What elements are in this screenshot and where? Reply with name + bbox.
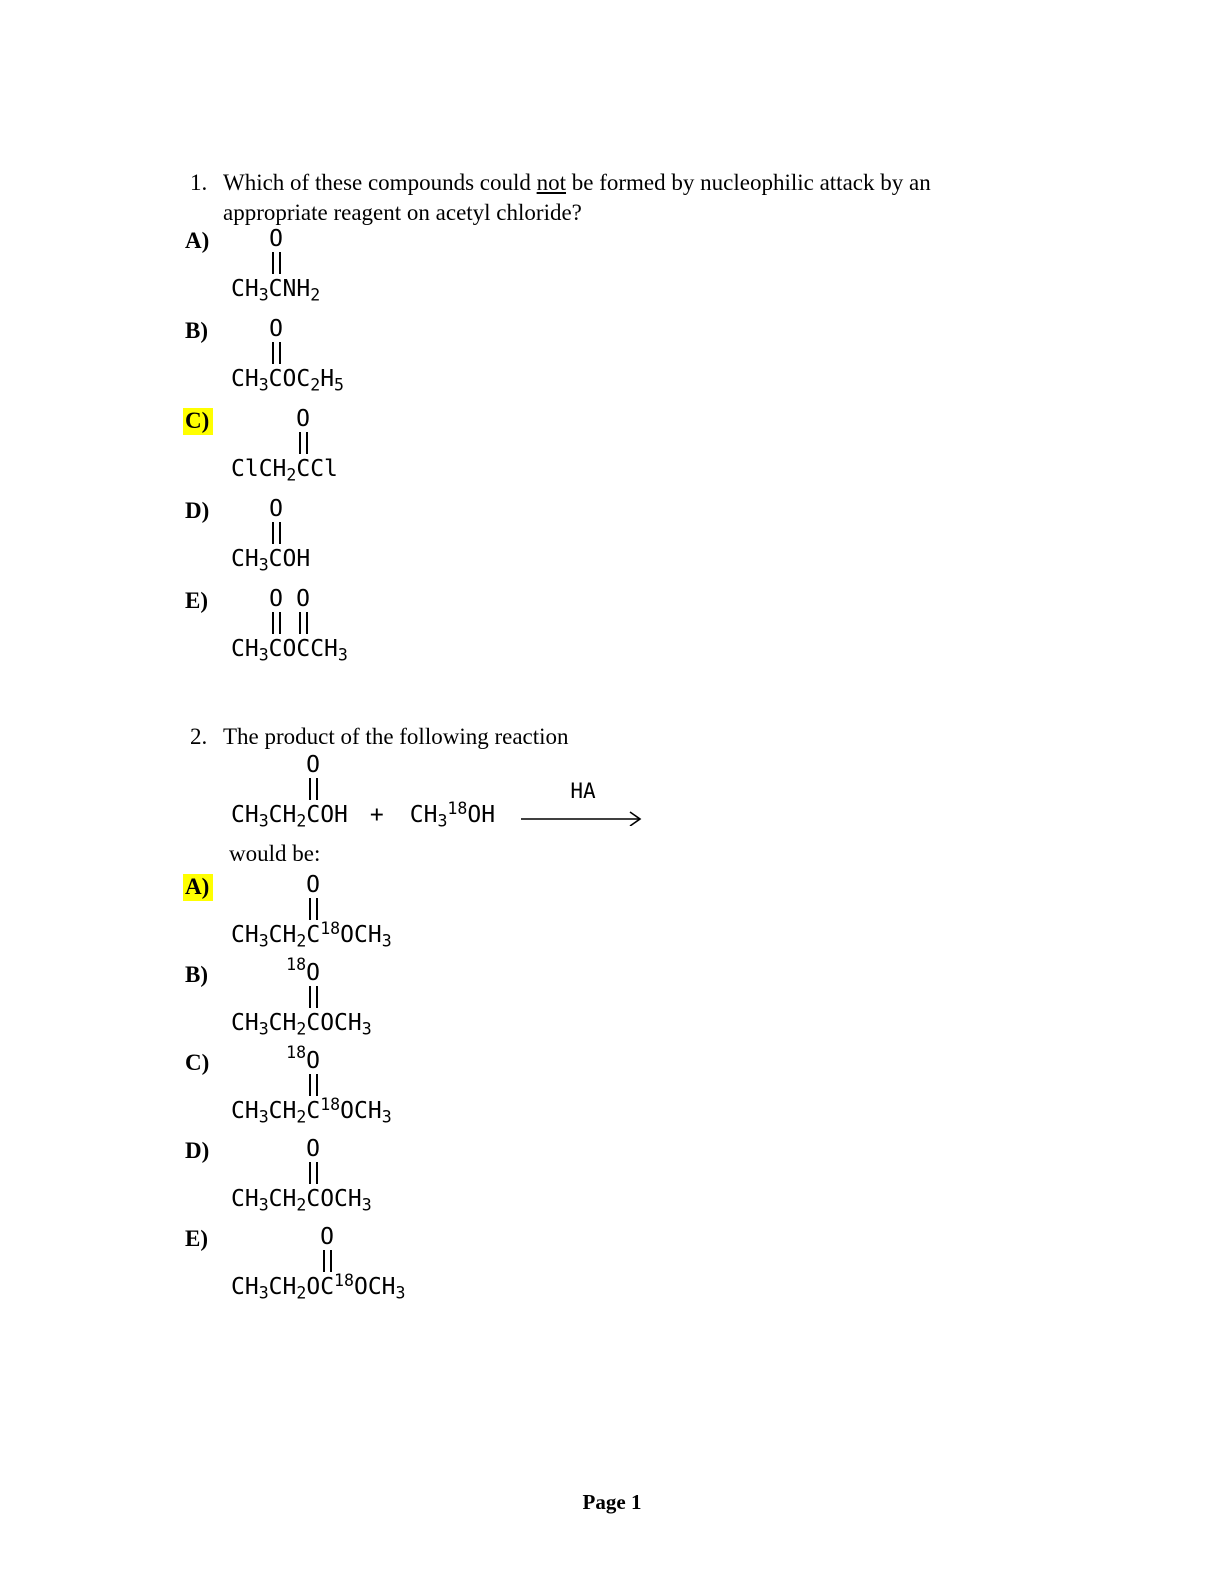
formula: CH3COCCH3: [231, 636, 348, 665]
chemical-structure: O O CH3COCCH3: [231, 586, 348, 665]
oxygen-atom: O: [269, 226, 283, 252]
option-label: B): [185, 318, 208, 343]
q1-option-b: B) O CH3COC2H5: [185, 316, 1194, 395]
question-text: Which of these compounds could not be fo…: [223, 168, 931, 228]
isotope-label: 18: [286, 955, 307, 974]
q2-option-b: B) 18 O CH3CH2COCH3: [185, 955, 1194, 1039]
q2-option-d: D) O CH3CH2COCH3: [185, 1136, 1194, 1215]
formula: CH3CH2COCH3: [231, 1010, 372, 1039]
double-bond-icon: [271, 522, 281, 544]
double-bond-icon: [308, 1074, 318, 1096]
question-2: 2. The product of the following reaction…: [183, 722, 1194, 1303]
q2-option-e: E) O CH3CH2OC18OCH3: [185, 1224, 1194, 1303]
oxygen-atom: O: [296, 406, 310, 432]
question-1-options: A) O CH3CNH2 B) O CH3COC2H5: [183, 226, 1194, 665]
chemical-structure: O CH3COH: [231, 496, 311, 575]
option-label: A): [185, 228, 210, 253]
oxygen-atom: O: [306, 872, 320, 898]
double-bond-icon: [308, 898, 318, 920]
reactant-formula: CH318OH: [409, 799, 496, 831]
q1-option-d: D) O CH3COH: [185, 496, 1194, 575]
formula: CH3CH2OC18OCH3: [231, 1271, 406, 1303]
question-text: The product of the following reaction: [223, 724, 569, 749]
question-number: 1.: [190, 170, 208, 195]
option-label: B): [185, 962, 208, 987]
formula: CH3COH: [231, 546, 311, 575]
right-arrow-icon: [521, 811, 642, 826]
oxygen-atom: 18 O: [286, 1043, 320, 1074]
double-bond-icon: [298, 432, 308, 454]
formula: CH3CH2COH: [231, 802, 348, 831]
double-bond-icon: [298, 612, 308, 634]
oxygen-atom: 18 O: [286, 955, 320, 986]
chemical-structure: O CH3CNH2: [231, 226, 321, 305]
reaction-scheme: O CH3CH2COH + CH318OH HA: [231, 752, 1194, 831]
formula: CH3COC2H5: [231, 366, 345, 395]
would-be-text: would be:: [229, 841, 321, 866]
chemical-structure: O CH3COC2H5: [231, 316, 345, 395]
reaction-arrow: HA: [521, 780, 645, 826]
oxygen-atom: O: [306, 1136, 320, 1162]
q1-option-a: A) O CH3CNH2: [185, 226, 1194, 305]
option-label: E): [185, 1226, 208, 1251]
q2-option-a: A) O CH3CH2C18OCH3: [183, 872, 1194, 951]
question-2-options: A) O CH3CH2C18OCH3 B) 18 O CH3CH2COCH: [183, 872, 1194, 1303]
double-bond-icon: [308, 778, 318, 800]
question-2-heading: 2. The product of the following reaction: [185, 722, 1194, 752]
oxygen-atom: O: [269, 316, 283, 342]
option-label-highlighted: C): [183, 408, 231, 435]
page-number-footer: Page 1: [582, 1490, 642, 1514]
oxygen-atom: O: [320, 1224, 334, 1250]
option-label: D): [185, 498, 210, 523]
option-label: E): [185, 588, 208, 613]
chemical-structure: 18 O CH3CH2C18OCH3: [231, 1043, 392, 1127]
oxygen-atom: O: [269, 586, 283, 612]
underlined-word: not: [536, 170, 567, 195]
isotope-label: 18: [286, 1043, 307, 1062]
q1-option-c: C) O ClCH2CCl: [183, 406, 1194, 485]
double-bond-icon: [308, 986, 318, 1008]
option-label: D): [185, 1138, 210, 1163]
chemical-structure: O CH3CH2OC18OCH3: [231, 1224, 406, 1303]
chemical-structure: 18 O CH3CH2COCH3: [231, 955, 372, 1039]
question-number: 2.: [190, 724, 208, 749]
double-bond-icon: [271, 342, 281, 364]
q2-option-c: C) 18 O CH3CH2C18OCH3: [185, 1043, 1194, 1127]
q1-option-e: E) O O CH3COCCH3: [185, 586, 1194, 665]
question-1: 1. Which of these compounds could not be…: [183, 168, 1194, 665]
question-1-heading: 1. Which of these compounds could not be…: [185, 168, 1194, 228]
formula: ClCH2CCl: [231, 456, 338, 485]
oxygen-atom: O: [269, 496, 283, 522]
double-bond-icon: [308, 1162, 318, 1184]
option-label-highlighted: A): [183, 874, 231, 901]
formula: CH3CH2C18OCH3: [231, 919, 392, 951]
formula: CH3CH2C18OCH3: [231, 1095, 392, 1127]
double-bond-icon: [271, 612, 281, 634]
double-bond-icon: [271, 252, 281, 274]
question-text-line2: appropriate reagent on acetyl chloride?: [223, 200, 582, 225]
formula: CH3CH2COCH3: [231, 1186, 372, 1215]
oxygen-atom: O: [306, 752, 320, 778]
question-text-line1: Which of these compounds could not be fo…: [223, 170, 931, 195]
reactant-structure: O CH3CH2COH: [231, 752, 348, 831]
plus-sign: +: [369, 802, 384, 828]
formula: CH3CNH2: [231, 276, 321, 305]
chemical-structure: O CH3CH2C18OCH3: [231, 872, 392, 951]
double-bond-icon: [322, 1250, 332, 1272]
arrow-catalyst-label: HA: [570, 779, 596, 803]
chemical-structure: O CH3CH2COCH3: [231, 1136, 372, 1215]
chemical-structure: O ClCH2CCl: [231, 406, 338, 485]
oxygen-atom: O: [296, 586, 310, 612]
option-label: C): [185, 1050, 210, 1075]
